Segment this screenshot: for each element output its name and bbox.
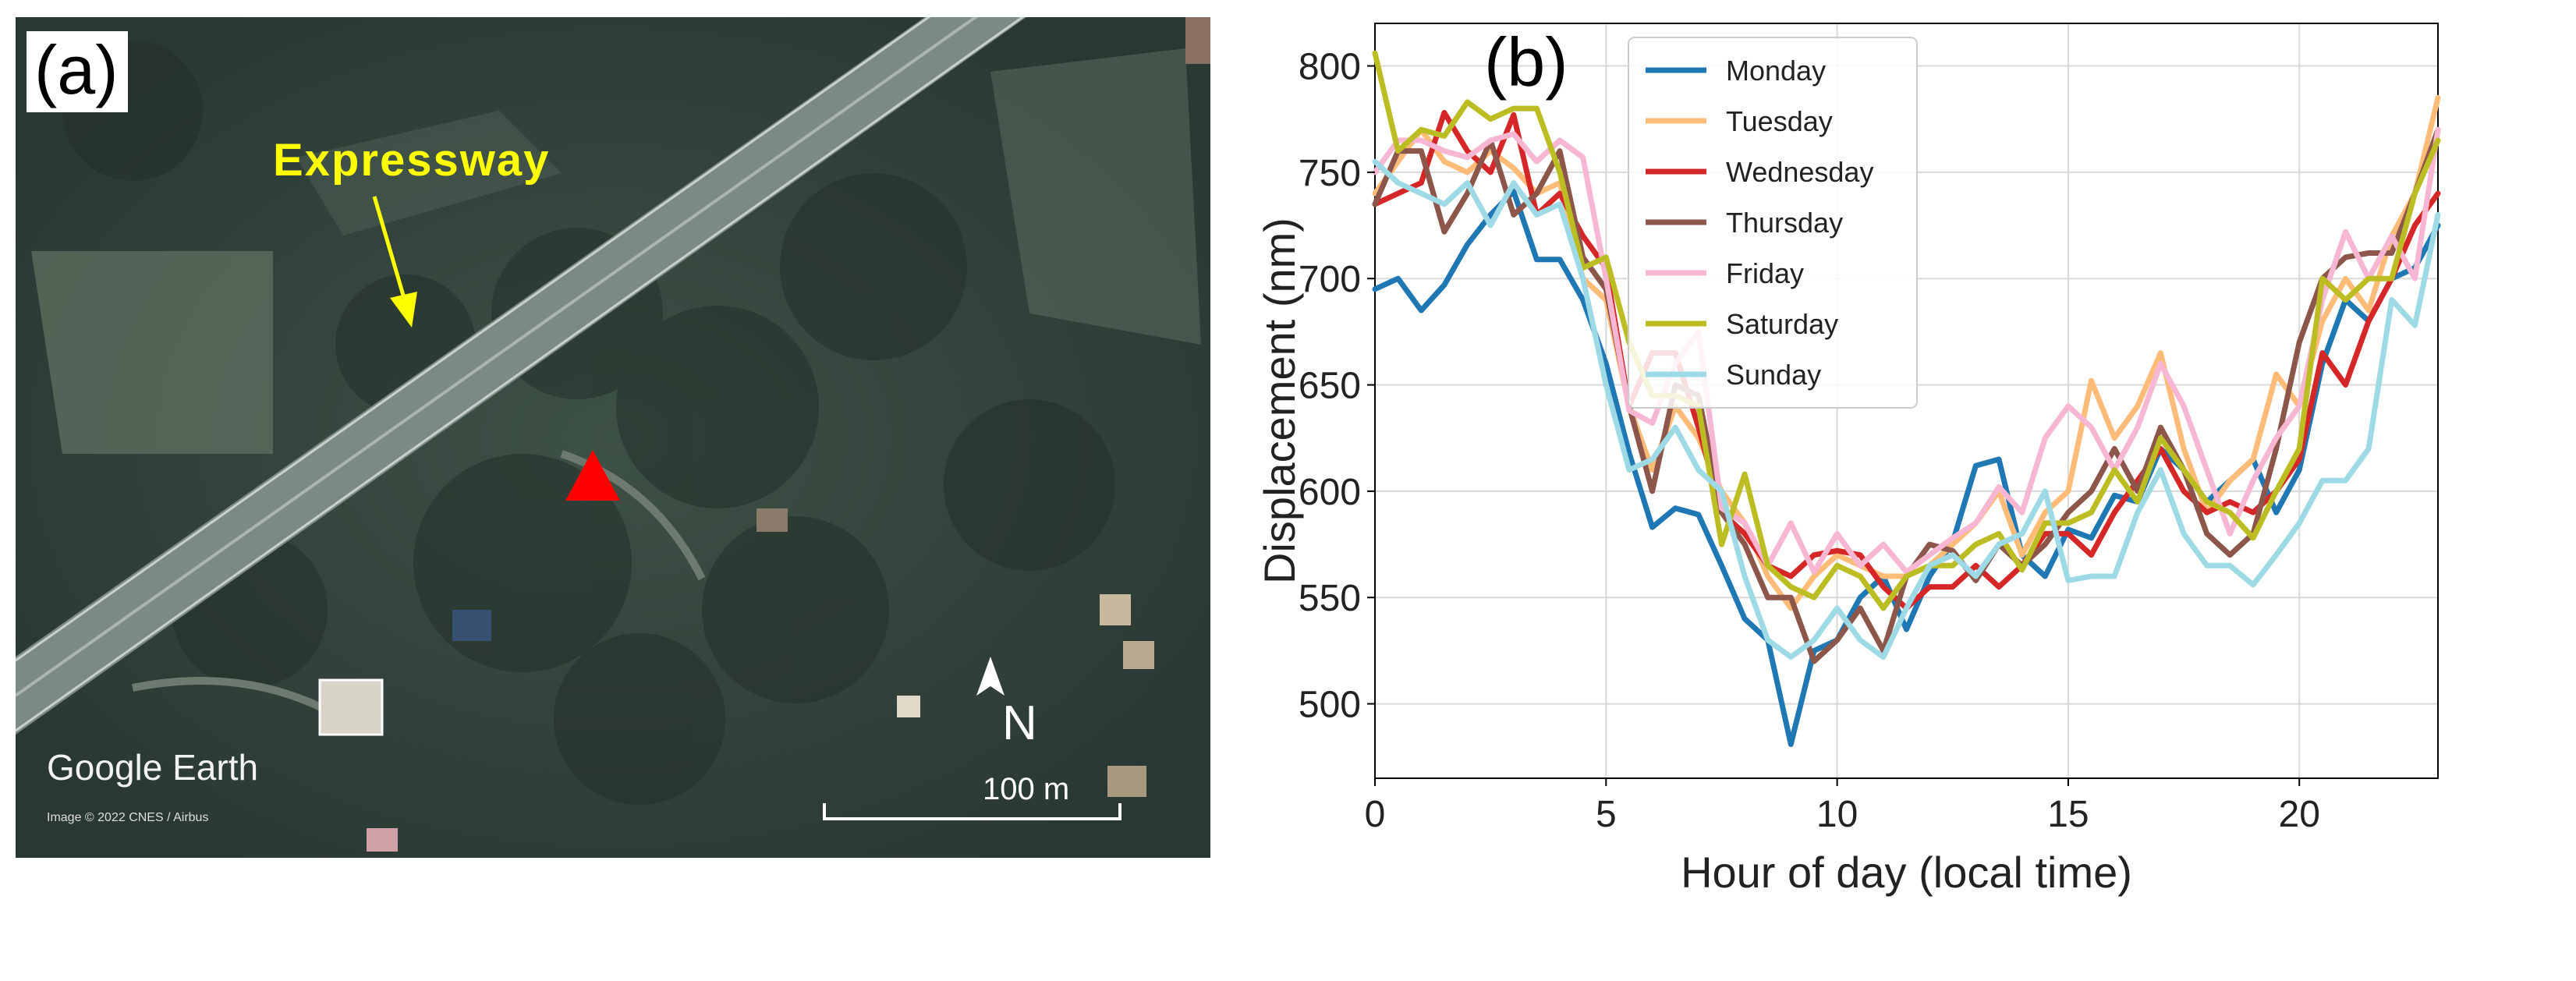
x-tick-label: 10	[1816, 794, 1858, 835]
station-marker	[565, 450, 620, 501]
chart-legend: Monday Tuesday Wednesday Thursday Friday Satu…	[1628, 37, 1918, 409]
north-label: N	[1002, 696, 1037, 750]
expressway-label: Expressway	[273, 135, 551, 186]
satellite-imagery	[16, 17, 1210, 858]
series-line-saturday	[1372, 50, 2441, 611]
legend-label-friday: Friday	[1726, 257, 1804, 289]
scale-bar	[823, 803, 1121, 820]
legend-box	[1628, 37, 1918, 409]
legend-label-tuesday: Tuesday	[1726, 105, 1833, 137]
y-tick-label: 800	[1299, 47, 1361, 88]
legend-label-thursday: Thursday	[1726, 207, 1843, 239]
panel-label-a: (a)	[27, 31, 128, 112]
y-tick-label: 500	[1299, 685, 1361, 726]
satellite-map-panel: (a) Expressway N 100 m Google Earth Imag…	[16, 17, 1210, 858]
y-tick-label: 550	[1299, 578, 1361, 619]
north-arrow-icon	[976, 657, 1005, 696]
legend-label-saturday: Saturday	[1726, 308, 1838, 340]
y-axis-title: Displacement (nm)	[1255, 218, 1304, 584]
y-axis: 500 550 600 650 700 750 800	[1299, 47, 1375, 726]
series-line-monday	[1372, 188, 2441, 747]
plot-frame	[1374, 23, 2439, 779]
panel-label-b: (b)	[1484, 23, 1568, 101]
legend-label-monday: Monday	[1726, 55, 1826, 87]
legend-label-sunday: Sunday	[1726, 359, 1821, 391]
x-axis-title: Hour of day (local time)	[1681, 848, 2132, 897]
imagery-credit: Image © 2022 CNES / Airbus	[47, 811, 209, 824]
y-tick-label: 750	[1299, 153, 1361, 194]
google-earth-brand: Google Earth	[47, 747, 259, 788]
y-tick-label: 650	[1299, 366, 1361, 407]
expressway-arrow	[372, 196, 417, 328]
legend-label-wednesday: Wednesday	[1726, 156, 1873, 188]
y-tick-label: 600	[1299, 472, 1361, 513]
x-axis: 0 5 10 15 20	[1365, 778, 2320, 835]
x-tick-label: 5	[1596, 794, 1617, 835]
x-tick-label: 0	[1365, 794, 1386, 835]
y-tick-label: 700	[1299, 259, 1361, 300]
series-line-sunday	[1372, 158, 2441, 660]
series-lines	[1372, 50, 2441, 747]
scale-label: 100 m	[983, 772, 1070, 806]
displacement-chart: 500 550 600 650 700 750 800 0 5 10 15 20 (b) Displ…	[1255, 23, 2441, 897]
x-tick-label: 15	[2047, 794, 2089, 835]
x-tick-label: 20	[2279, 794, 2320, 835]
